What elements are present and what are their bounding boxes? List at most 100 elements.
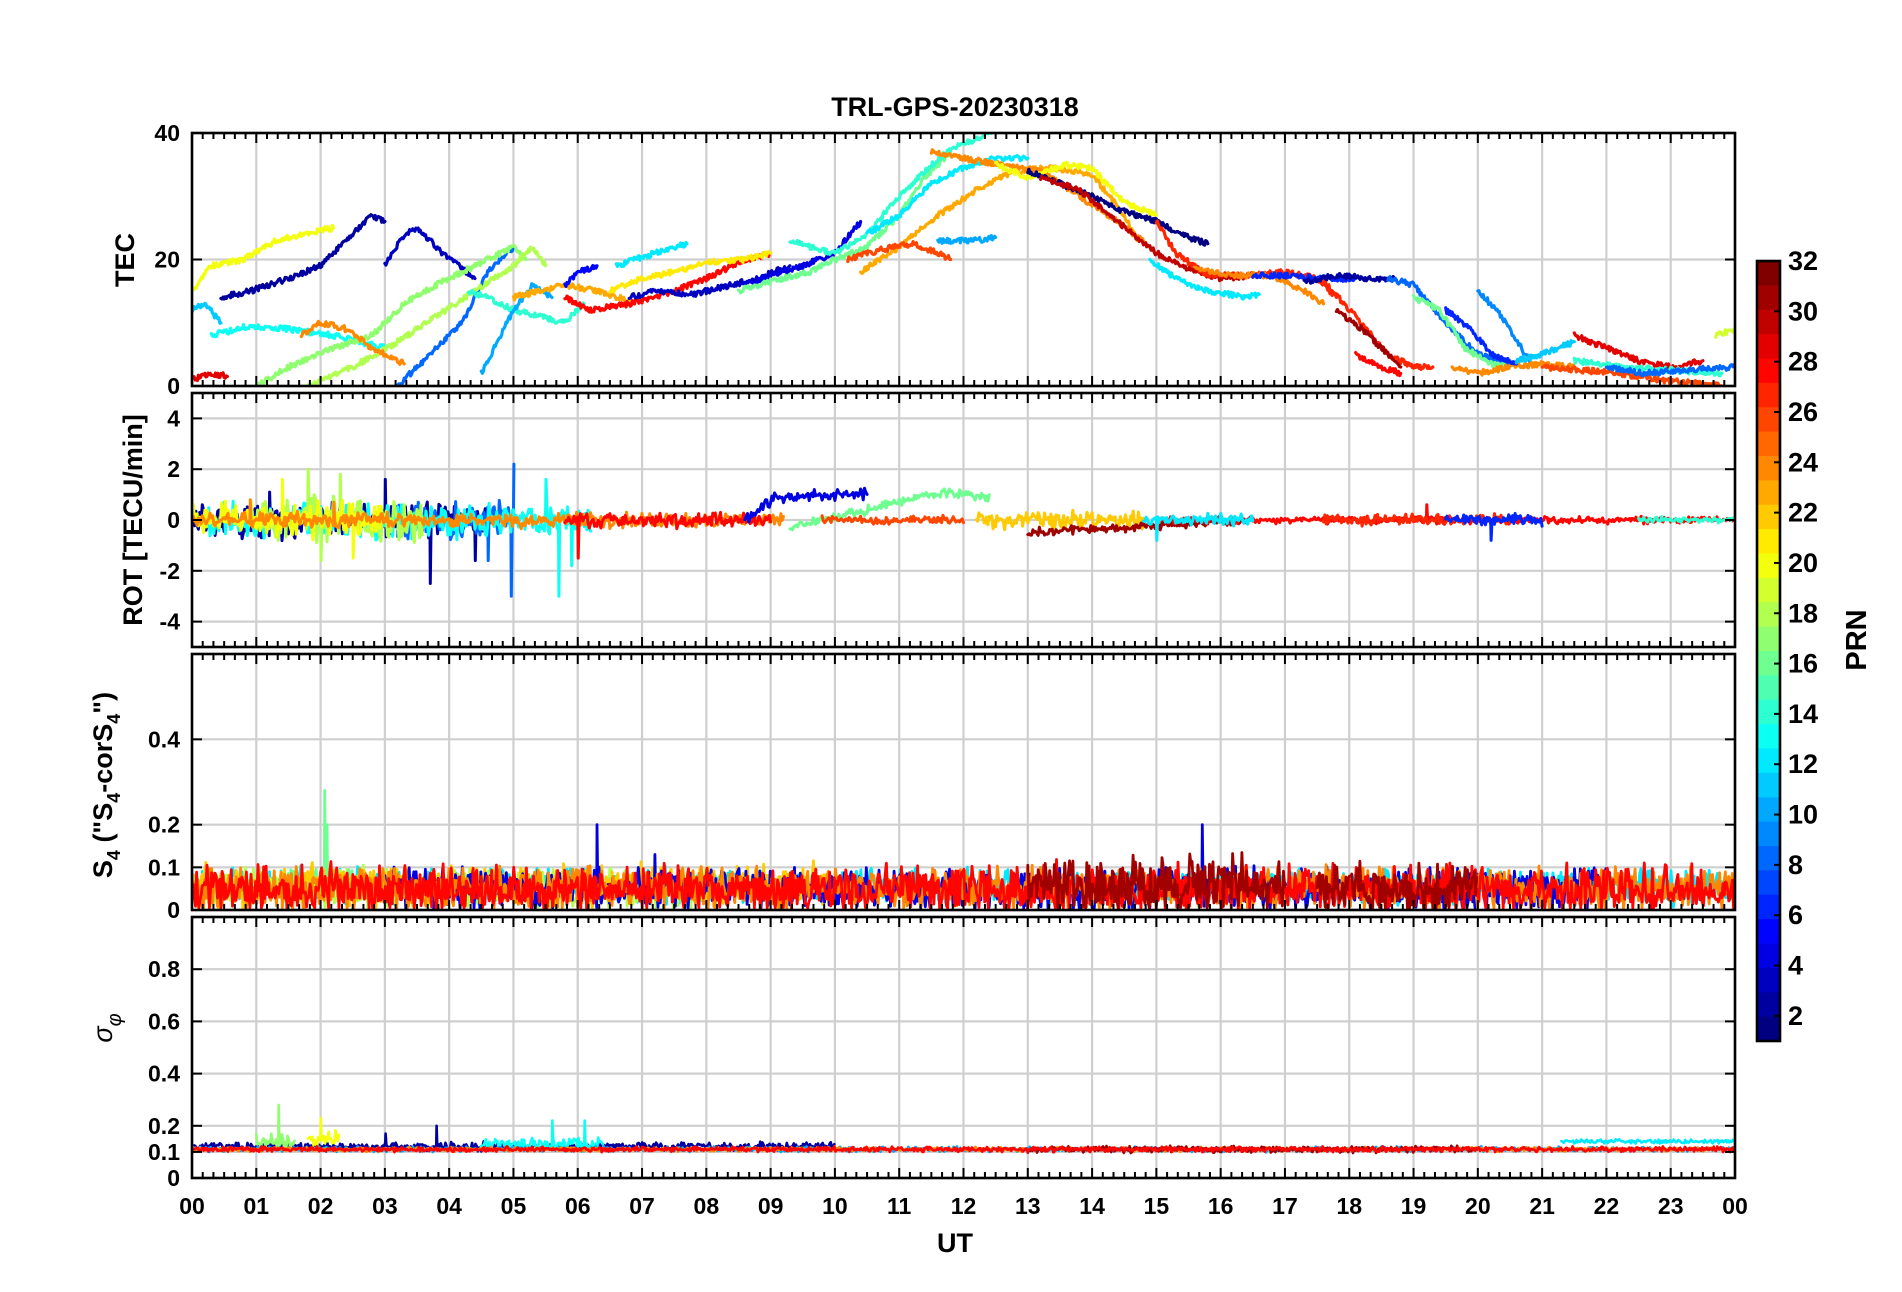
colorbar-swatch bbox=[1757, 748, 1780, 774]
colorbar-tick-label: 6 bbox=[1788, 900, 1803, 930]
colorbar-tick-label: 14 bbox=[1788, 699, 1818, 729]
series-line-prn-20 bbox=[994, 160, 1158, 217]
series-line-prn-11 bbox=[1514, 339, 1576, 365]
series-line-prn-12 bbox=[1560, 1137, 1735, 1145]
y-tick-label: 2 bbox=[167, 456, 180, 482]
colorbar-swatch bbox=[1757, 772, 1780, 798]
colorbar-swatch bbox=[1757, 309, 1780, 335]
series-line-prn-16 bbox=[736, 150, 953, 295]
colorbar-swatch bbox=[1757, 553, 1780, 579]
colorbar-swatch bbox=[1757, 480, 1780, 506]
series-line-prn-20 bbox=[192, 223, 335, 293]
colorbar-tick-label: 18 bbox=[1788, 598, 1818, 628]
y-tick-label: 0.6 bbox=[148, 1008, 180, 1034]
series-line-prn-17 bbox=[255, 1103, 296, 1150]
panel-sigma: 00.10.2 0.4 0.6 0.8 bbox=[148, 915, 1737, 1191]
x-tick-label: 02 bbox=[308, 1193, 334, 1219]
colorbar-swatch bbox=[1757, 334, 1780, 360]
colorbar-tick-label: 28 bbox=[1788, 347, 1818, 377]
series-line-prn-11 bbox=[192, 301, 223, 325]
ticks-tec bbox=[191, 132, 1736, 387]
colorbar-swatch bbox=[1757, 967, 1780, 993]
y-label-tec-text: TEC bbox=[110, 233, 140, 287]
series-line-prn-14 bbox=[466, 289, 586, 325]
colorbar-swatch bbox=[1757, 1016, 1780, 1042]
panel-tec: 0 20 40 bbox=[154, 120, 1737, 399]
series-line-prn-12 bbox=[865, 154, 1030, 235]
x-tick-label: 20 bbox=[1465, 1193, 1491, 1219]
colorbar-swatch bbox=[1757, 431, 1780, 457]
colorbar-tick-label: 4 bbox=[1788, 951, 1803, 981]
colorbar-swatch bbox=[1757, 821, 1780, 847]
series-tec bbox=[192, 133, 1735, 386]
y-tick-label: 0 bbox=[167, 507, 180, 533]
y-tick-label: 0.1 bbox=[148, 854, 180, 880]
y-tick-label: 0.4 bbox=[148, 726, 180, 752]
colorbar-swatch bbox=[1757, 261, 1780, 286]
x-tick-label: 11 bbox=[887, 1193, 912, 1219]
ticks-s4 bbox=[191, 654, 1736, 911]
colorbar-label: PRN bbox=[1841, 609, 1873, 670]
series-line-prn-18 bbox=[254, 467, 424, 563]
series-line-prn-21 bbox=[608, 249, 773, 294]
series-line-prn-27 bbox=[1322, 512, 1512, 528]
series-line-prn-20 bbox=[306, 1116, 341, 1150]
y-axis-label-rot: ROT [TECU/min] bbox=[118, 414, 148, 625]
series-line-prn-12 bbox=[1148, 257, 1261, 301]
x-tick-label: 17 bbox=[1272, 1193, 1298, 1219]
series-line-prn-4 bbox=[743, 486, 869, 524]
series-line-prn-9 bbox=[1476, 289, 1531, 363]
colorbar-swatch bbox=[1757, 724, 1780, 750]
series-line-prn-28 bbox=[563, 251, 773, 314]
colorbar-tick-label: 16 bbox=[1788, 649, 1818, 679]
y-tick-label: 4 bbox=[167, 405, 180, 431]
x-axis-label: UT bbox=[937, 1228, 973, 1258]
series-line-prn-16 bbox=[1411, 293, 1512, 370]
colorbar-tick-label: 10 bbox=[1788, 800, 1818, 830]
colorbar-swatch bbox=[1757, 846, 1780, 871]
colorbar-swatch bbox=[1757, 358, 1780, 384]
colorbar-swatch bbox=[1757, 992, 1780, 1018]
panels-group: 02040-4-202400.10.20.400.10.20.40.60.800… bbox=[148, 120, 1748, 1219]
x-tick-label: 14 bbox=[1079, 1193, 1105, 1219]
series-line-prn-8 bbox=[1386, 275, 1518, 367]
series-line-prn-8 bbox=[1604, 363, 1735, 378]
x-tick-label: 01 bbox=[243, 1193, 269, 1219]
colorbar-swatch bbox=[1757, 504, 1780, 530]
series-line-prn-8 bbox=[396, 245, 516, 386]
colorbar-swatch bbox=[1757, 382, 1780, 408]
y-tick-label: 20 bbox=[154, 247, 180, 273]
x-tick-label: 16 bbox=[1208, 1193, 1234, 1219]
series-line-prn-23 bbox=[511, 281, 631, 304]
x-tick-label: 04 bbox=[436, 1193, 462, 1219]
y-tick-label: 0 bbox=[167, 1165, 180, 1191]
series-line-prn-28 bbox=[563, 510, 773, 560]
y-tick-label: 0.2 bbox=[148, 812, 180, 838]
series-line-prn-10 bbox=[936, 234, 998, 245]
x-tick-label: 13 bbox=[1015, 1193, 1041, 1219]
colorbar-swatch bbox=[1757, 797, 1780, 823]
y-label-sigma-text: σφ bbox=[88, 1013, 126, 1042]
colorbar-swatch bbox=[1757, 675, 1780, 701]
colorbar-tick-label: 24 bbox=[1788, 447, 1818, 477]
series-line-prn-24 bbox=[299, 319, 406, 366]
x-tick-label: 07 bbox=[629, 1193, 655, 1219]
series-line-prn-24 bbox=[1193, 265, 1326, 306]
colorbar-swatch bbox=[1757, 577, 1780, 603]
series-line-prn-2 bbox=[219, 213, 387, 301]
colorbar-swatch bbox=[1757, 529, 1780, 555]
ticks-rot bbox=[191, 393, 1736, 647]
x-tick-label: 09 bbox=[758, 1193, 784, 1219]
grid-sigma bbox=[190, 917, 1737, 1180]
y-axis-label-sigma: σφ bbox=[88, 1013, 126, 1042]
colorbar-swatch bbox=[1757, 894, 1780, 920]
colorbar-tick-label: 20 bbox=[1788, 548, 1818, 578]
x-tick-label: 00 bbox=[1722, 1193, 1748, 1219]
y-tick-label: 0 bbox=[167, 897, 180, 923]
x-tick-label: 15 bbox=[1144, 1193, 1170, 1219]
x-tick-label: 06 bbox=[565, 1193, 591, 1219]
colorbar-label-group: PRN bbox=[1841, 609, 1873, 670]
colorbar-swatch bbox=[1757, 699, 1780, 725]
x-tick-label: 12 bbox=[951, 1193, 977, 1219]
